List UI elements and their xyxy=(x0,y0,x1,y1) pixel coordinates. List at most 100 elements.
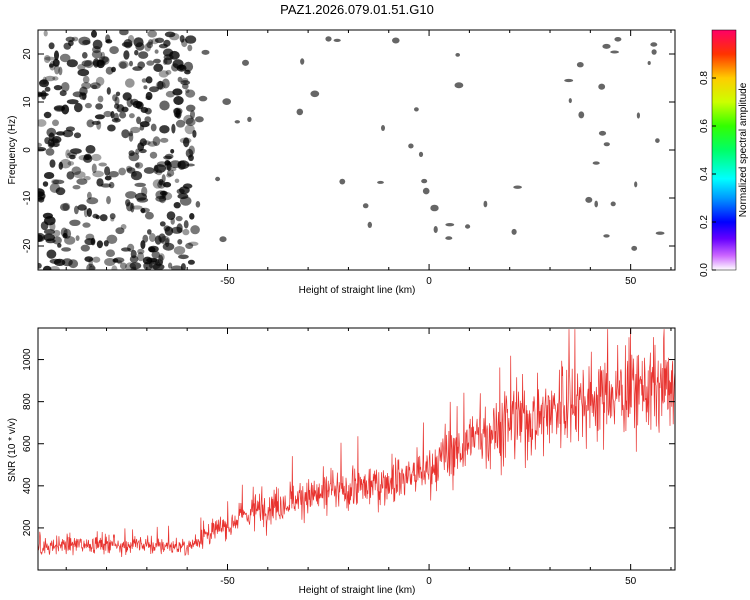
noise-blob xyxy=(67,161,75,166)
ridge-segment xyxy=(210,131,212,132)
noise-blob xyxy=(49,63,54,68)
noise-blob xyxy=(598,83,606,90)
y-tick-label: 800 xyxy=(22,393,33,410)
noise-blob xyxy=(130,170,143,181)
noise-blob xyxy=(162,181,172,188)
noise-blob xyxy=(119,262,127,270)
snr-y-ticks: 200 400 600 800 1000 xyxy=(22,348,675,536)
noise-blob xyxy=(106,234,118,244)
ridge-segment xyxy=(403,148,405,149)
noise-blob xyxy=(151,250,161,259)
snr-panel: -50 0 50 200 400 600 800 1000 Height of straig… xyxy=(7,327,676,596)
noise-blob xyxy=(136,116,142,125)
noise-blob xyxy=(92,170,104,178)
noise-blob xyxy=(377,180,384,184)
noise-blob xyxy=(55,131,66,136)
noise-blob xyxy=(61,82,70,92)
noise-blob xyxy=(614,37,622,42)
noise-blob xyxy=(169,50,180,60)
noise-blob xyxy=(48,42,55,50)
noise-blob xyxy=(177,76,183,83)
y-tick-label: 0 xyxy=(22,147,33,153)
noise-blob xyxy=(119,61,127,69)
noise-blob xyxy=(155,81,166,90)
noise-blob xyxy=(85,145,96,154)
noise-blob xyxy=(445,223,455,227)
noise-blob xyxy=(125,191,137,199)
y-tick-label: 1000 xyxy=(22,348,33,371)
noise-blob xyxy=(57,243,62,248)
noise-blob xyxy=(187,44,193,52)
noise-blob xyxy=(66,99,79,105)
noise-blob xyxy=(84,102,92,109)
ridge-segment xyxy=(374,139,376,140)
spectrogram-heatmap xyxy=(38,30,665,270)
noise-blob xyxy=(82,222,91,228)
noise-blob xyxy=(564,78,574,83)
noise-blob xyxy=(433,226,438,233)
snr-x-label: Height of straight line (km) xyxy=(299,585,416,596)
snr-y-label: SNR (10 * v/v) xyxy=(7,418,18,482)
noise-blob xyxy=(578,111,585,119)
noise-blob xyxy=(174,178,180,183)
noise-blob xyxy=(77,69,90,77)
noise-blob xyxy=(146,41,153,49)
noise-blob xyxy=(61,247,72,252)
noise-blob xyxy=(66,59,78,68)
noise-blob xyxy=(83,207,89,218)
noise-blob xyxy=(45,148,55,156)
y-tick-label: 400 xyxy=(22,477,33,494)
noise-blob xyxy=(183,220,189,229)
noise-blob xyxy=(201,49,210,55)
noise-blob xyxy=(175,215,183,222)
noise-blob xyxy=(185,148,194,158)
noise-blob xyxy=(173,107,183,115)
noise-blob xyxy=(115,91,121,97)
noise-blob xyxy=(88,258,93,268)
noise-blob xyxy=(100,183,112,188)
noise-blob xyxy=(150,123,157,132)
noise-blob xyxy=(82,39,91,45)
y-tick-label: 10 xyxy=(22,96,33,108)
noise-blob xyxy=(137,251,145,262)
noise-blob xyxy=(511,228,517,235)
noise-blob xyxy=(145,76,153,84)
noise-blob xyxy=(222,98,231,105)
noise-blob xyxy=(77,204,87,211)
noise-blob xyxy=(163,57,173,65)
x-tick-label: 0 xyxy=(426,576,432,587)
noise-blob xyxy=(74,102,83,113)
noise-blob xyxy=(149,86,159,93)
noise-blob xyxy=(610,201,616,207)
noise-blob xyxy=(170,265,183,270)
noise-blob xyxy=(513,185,522,189)
noise-blob xyxy=(157,180,166,189)
noise-blob xyxy=(170,149,175,154)
noise-blob xyxy=(422,187,430,195)
y-tick-label: -10 xyxy=(22,190,33,205)
noise-blob xyxy=(362,203,369,209)
noise-blob xyxy=(155,169,163,176)
noise-blob xyxy=(101,56,110,65)
noise-blob xyxy=(154,235,162,245)
noise-blob xyxy=(96,240,103,249)
x-tick-label: 0 xyxy=(426,276,432,287)
noise-blob xyxy=(58,161,63,170)
colorbar-gradient xyxy=(711,29,737,271)
noise-blob xyxy=(113,257,125,263)
noise-blob xyxy=(179,35,185,43)
noise-blob xyxy=(198,95,208,102)
noise-blob xyxy=(144,116,152,123)
noise-blob xyxy=(647,61,651,65)
noise-blob xyxy=(83,176,91,181)
noise-blob xyxy=(123,50,130,60)
noise-blob xyxy=(465,224,471,229)
noise-blob xyxy=(141,78,147,83)
noise-blob xyxy=(126,202,134,212)
noise-blob xyxy=(96,59,105,69)
noise-blob xyxy=(147,229,152,235)
noise-blob xyxy=(153,63,164,72)
noise-blob xyxy=(173,96,184,105)
ridge-segment xyxy=(224,135,226,136)
